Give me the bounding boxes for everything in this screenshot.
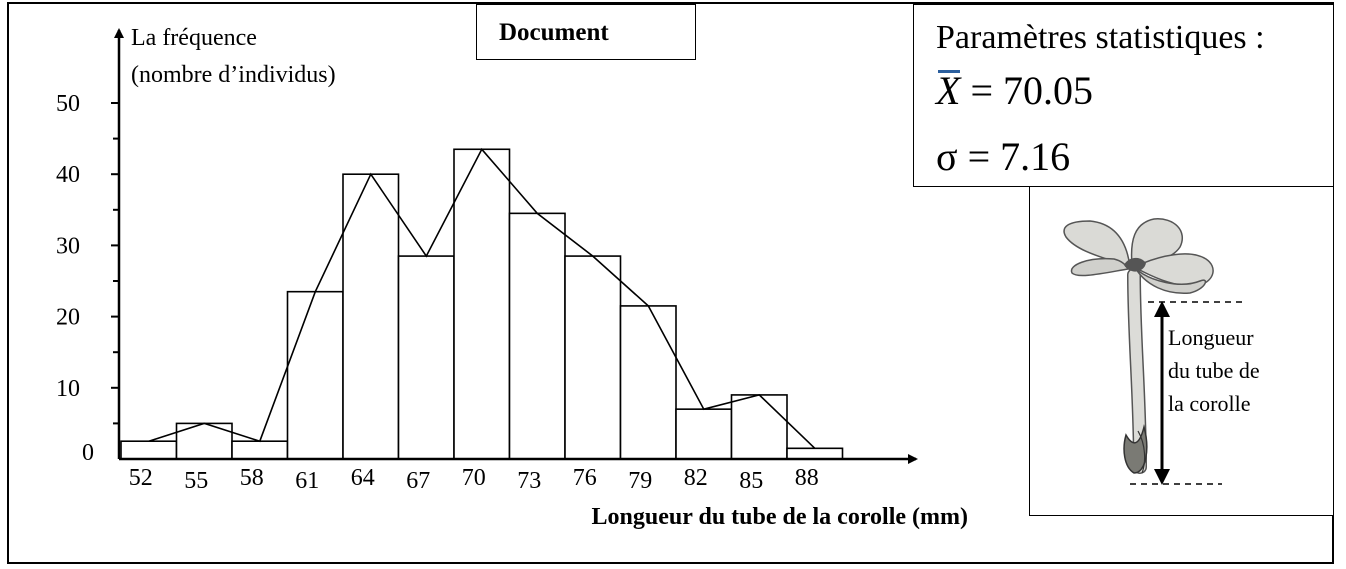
y-tick-label-10: 10 (56, 376, 80, 402)
flower-icon (1063, 218, 1214, 474)
histogram-bar-55 (175, 422, 233, 460)
x-tick-label-64: 64 (351, 465, 375, 491)
y-tick-label-40: 40 (56, 162, 80, 188)
document-label: Document (476, 4, 696, 60)
statistics-panel: Paramètres statistiques : X = 70.05 σ = … (913, 4, 1334, 187)
y-axis-label-line-1: La fréquence (131, 25, 257, 51)
histogram-bar-58 (231, 440, 289, 460)
x-tick-label-88: 88 (795, 465, 819, 491)
histogram-bar-88 (786, 447, 844, 460)
histogram-bar-67 (397, 255, 455, 460)
histogram-bar-70 (453, 148, 511, 460)
sigma-symbol: σ (936, 134, 958, 179)
petal-left-icon (1063, 220, 1131, 269)
arrow-up-head-icon (1154, 301, 1170, 317)
x-tick-label-85: 85 (739, 468, 763, 494)
tube-length-label-line-3: la corolle (1168, 391, 1251, 416)
statistics-title: Paramètres statistiques : (936, 19, 1265, 56)
petal-lower-right-icon (1135, 268, 1207, 294)
x-tick-label-58: 58 (240, 465, 264, 491)
x-tick-label-52: 52 (129, 465, 153, 491)
x-tick-label-82: 82 (684, 465, 708, 491)
histogram-bar-79 (619, 305, 677, 460)
histogram-bar-76 (564, 255, 622, 460)
histogram-bar-52 (120, 440, 178, 460)
y-axis-label-line-2: (nombre d’individus) (131, 62, 336, 88)
histogram-bar-73 (508, 212, 566, 460)
standard-deviation-parameter: σ = 7.16 (936, 133, 1070, 180)
flower-throat-icon (1124, 257, 1146, 272)
tube-length-label-line-2: du tube de (1168, 358, 1260, 383)
x-tick-label-70: 70 (462, 465, 486, 491)
x-tick-label-67: 67 (406, 468, 430, 494)
x-axis-label: Longueur du tube de la corolle (mm) (592, 504, 968, 530)
tube-length-label-line-1: Longueur (1168, 325, 1254, 350)
histogram-bar-82 (675, 408, 733, 460)
sd-value: = 7.16 (967, 134, 1071, 179)
mean-value: = 70.05 (970, 68, 1093, 113)
x-tick-label-79: 79 (628, 468, 652, 494)
petal-lower-left-icon (1070, 257, 1130, 277)
histogram-bar-61 (286, 290, 344, 460)
y-tick-label-0: 0 (82, 440, 94, 466)
x-tick-label-61: 61 (295, 468, 319, 494)
x-tick-label-55: 55 (184, 468, 208, 494)
mean-symbol: X (936, 68, 961, 113)
y-tick-label-50: 50 (56, 91, 80, 117)
flower-illustration-panel: Longueur du tube de la corolle (1029, 186, 1334, 516)
mean-parameter: X = 70.05 (936, 67, 1093, 114)
x-tick-label-73: 73 (517, 468, 541, 494)
arrow-down-head-icon (1154, 469, 1170, 485)
x-tick-label-76: 76 (573, 465, 597, 491)
frequency-polygon-line (148, 147, 816, 449)
flower-drawing (1063, 218, 1242, 485)
petal-right-icon (1132, 253, 1214, 287)
y-tick-label-30: 30 (56, 233, 80, 259)
histogram-bar-85 (730, 394, 788, 460)
y-tick-label-20: 20 (56, 305, 80, 331)
